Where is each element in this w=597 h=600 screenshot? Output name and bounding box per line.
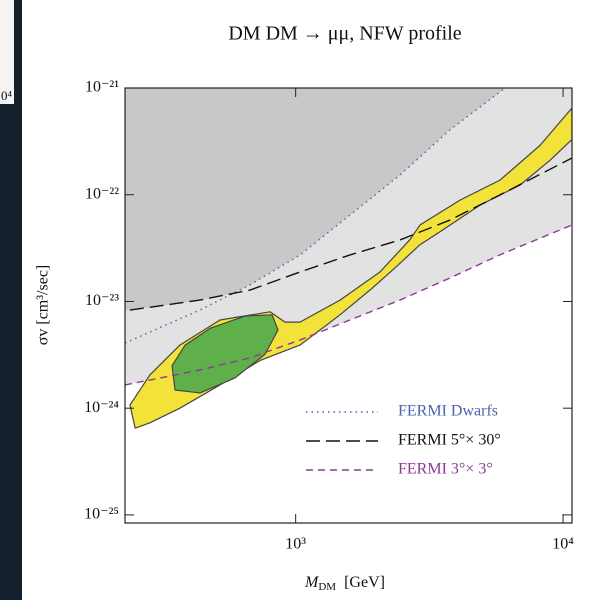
x-label-unit: [GeV] <box>344 574 385 591</box>
legend-label: FERMI Dwarfs <box>398 403 498 420</box>
axes: 10⁻²⁵ 10⁻²⁴ 10⁻²³ 10⁻²² 10⁻²¹ 10³ 10⁴ FERMI Dwa… <box>84 79 574 553</box>
x-label-subscript: DM <box>318 581 336 593</box>
chart-title: DM DM → μμ, NFW profile <box>228 23 461 45</box>
fragment-text: 0⁴ <box>1 88 13 103</box>
contour <box>171 314 279 394</box>
y-tick-label: 10⁻²¹ <box>85 79 119 96</box>
other-figure-fragment <box>0 0 14 104</box>
limit-line <box>125 224 572 386</box>
plot-frame <box>124 87 573 524</box>
x-tick-label: 10⁴ <box>552 536 574 553</box>
y-tick-label: 10⁻²³ <box>85 292 119 309</box>
legend-label: FERMI 5°× 30° <box>398 432 501 449</box>
y-axis-label: σv [cm³/sec] <box>35 265 52 346</box>
y-tick-label: 10⁻²⁴ <box>84 399 119 416</box>
limit-line <box>125 88 506 344</box>
x-tick-label: 10³ <box>285 536 306 553</box>
excluded-region <box>125 88 572 311</box>
y-tick-label: 10⁻²² <box>85 185 119 202</box>
legend-label: FERMI 3°× 3° <box>398 461 493 478</box>
y-tick-label: 10⁻²⁵ <box>84 506 119 523</box>
plot-area <box>125 88 572 429</box>
limit-line <box>129 157 572 311</box>
x-label-symbol: M <box>304 574 320 591</box>
x-axis-label: MDM [GeV] <box>304 574 385 593</box>
